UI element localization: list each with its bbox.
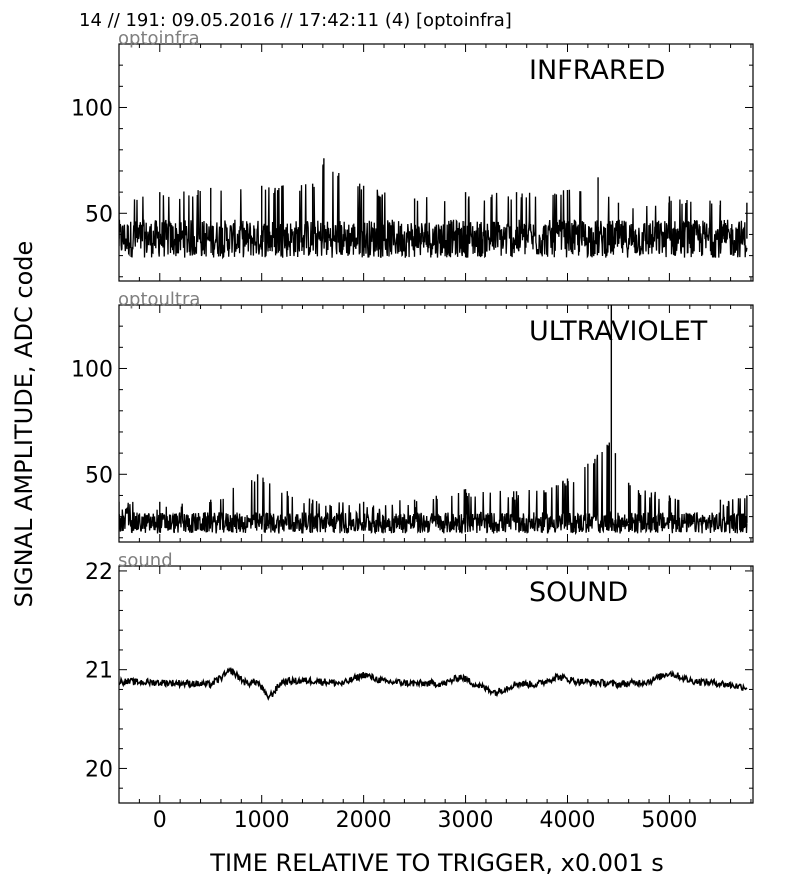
- plot-frame: [118, 304, 754, 543]
- panel-sound: 20 21 22 sound SOUND: [85, 550, 754, 804]
- panel-label: INFRARED: [529, 55, 665, 86]
- y-tick-label: 100: [71, 357, 113, 382]
- panel-label: ULTRAVIOLET: [529, 316, 708, 347]
- y-axis-label: SIGNAL AMPLITUDE, ADC code: [10, 241, 38, 608]
- series-line: [119, 444, 748, 536]
- x-tick-label: 5000: [641, 808, 697, 833]
- series-line: [119, 666, 748, 701]
- figure-title: 14 // 191: 09.05.2016 // 17:42:11 (4) [o…: [79, 10, 512, 31]
- panel-subtitle: sound: [118, 550, 173, 571]
- panels: 50 100 optoinfra INFRARED 50 100 optoultra ULTR…: [71, 28, 754, 804]
- panel-label: SOUND: [529, 577, 628, 608]
- x-axis-label: TIME RELATIVE TO TRIGGER, x0.001 s: [209, 849, 663, 877]
- y-tick-label: 21: [85, 659, 113, 684]
- y-tick-label: 100: [71, 96, 113, 121]
- series-line: [119, 164, 748, 260]
- panel-ultraviolet: 50 100 optoultra ULTRAVIOLET: [71, 289, 754, 543]
- y-tick-label: 20: [85, 757, 113, 782]
- panel-infrared: 50 100 optoinfra INFRARED: [71, 28, 754, 282]
- plot-frame: [118, 43, 754, 282]
- y-tick-label: 50: [85, 202, 113, 227]
- x-tick-label: 4000: [539, 808, 595, 833]
- y-tick-label: 50: [85, 463, 113, 488]
- x-tick-label: 1000: [234, 808, 290, 833]
- x-tick-label: 0: [153, 808, 167, 833]
- panel-subtitle: optoinfra: [118, 28, 200, 49]
- y-tick-label: 22: [85, 560, 113, 585]
- plot-frame: [118, 565, 754, 804]
- x-tick-labels: 0 1000 2000 3000 4000 5000: [153, 808, 698, 833]
- panel-subtitle: optoultra: [118, 289, 200, 310]
- x-tick-label: 2000: [336, 808, 392, 833]
- x-tick-label: 3000: [438, 808, 494, 833]
